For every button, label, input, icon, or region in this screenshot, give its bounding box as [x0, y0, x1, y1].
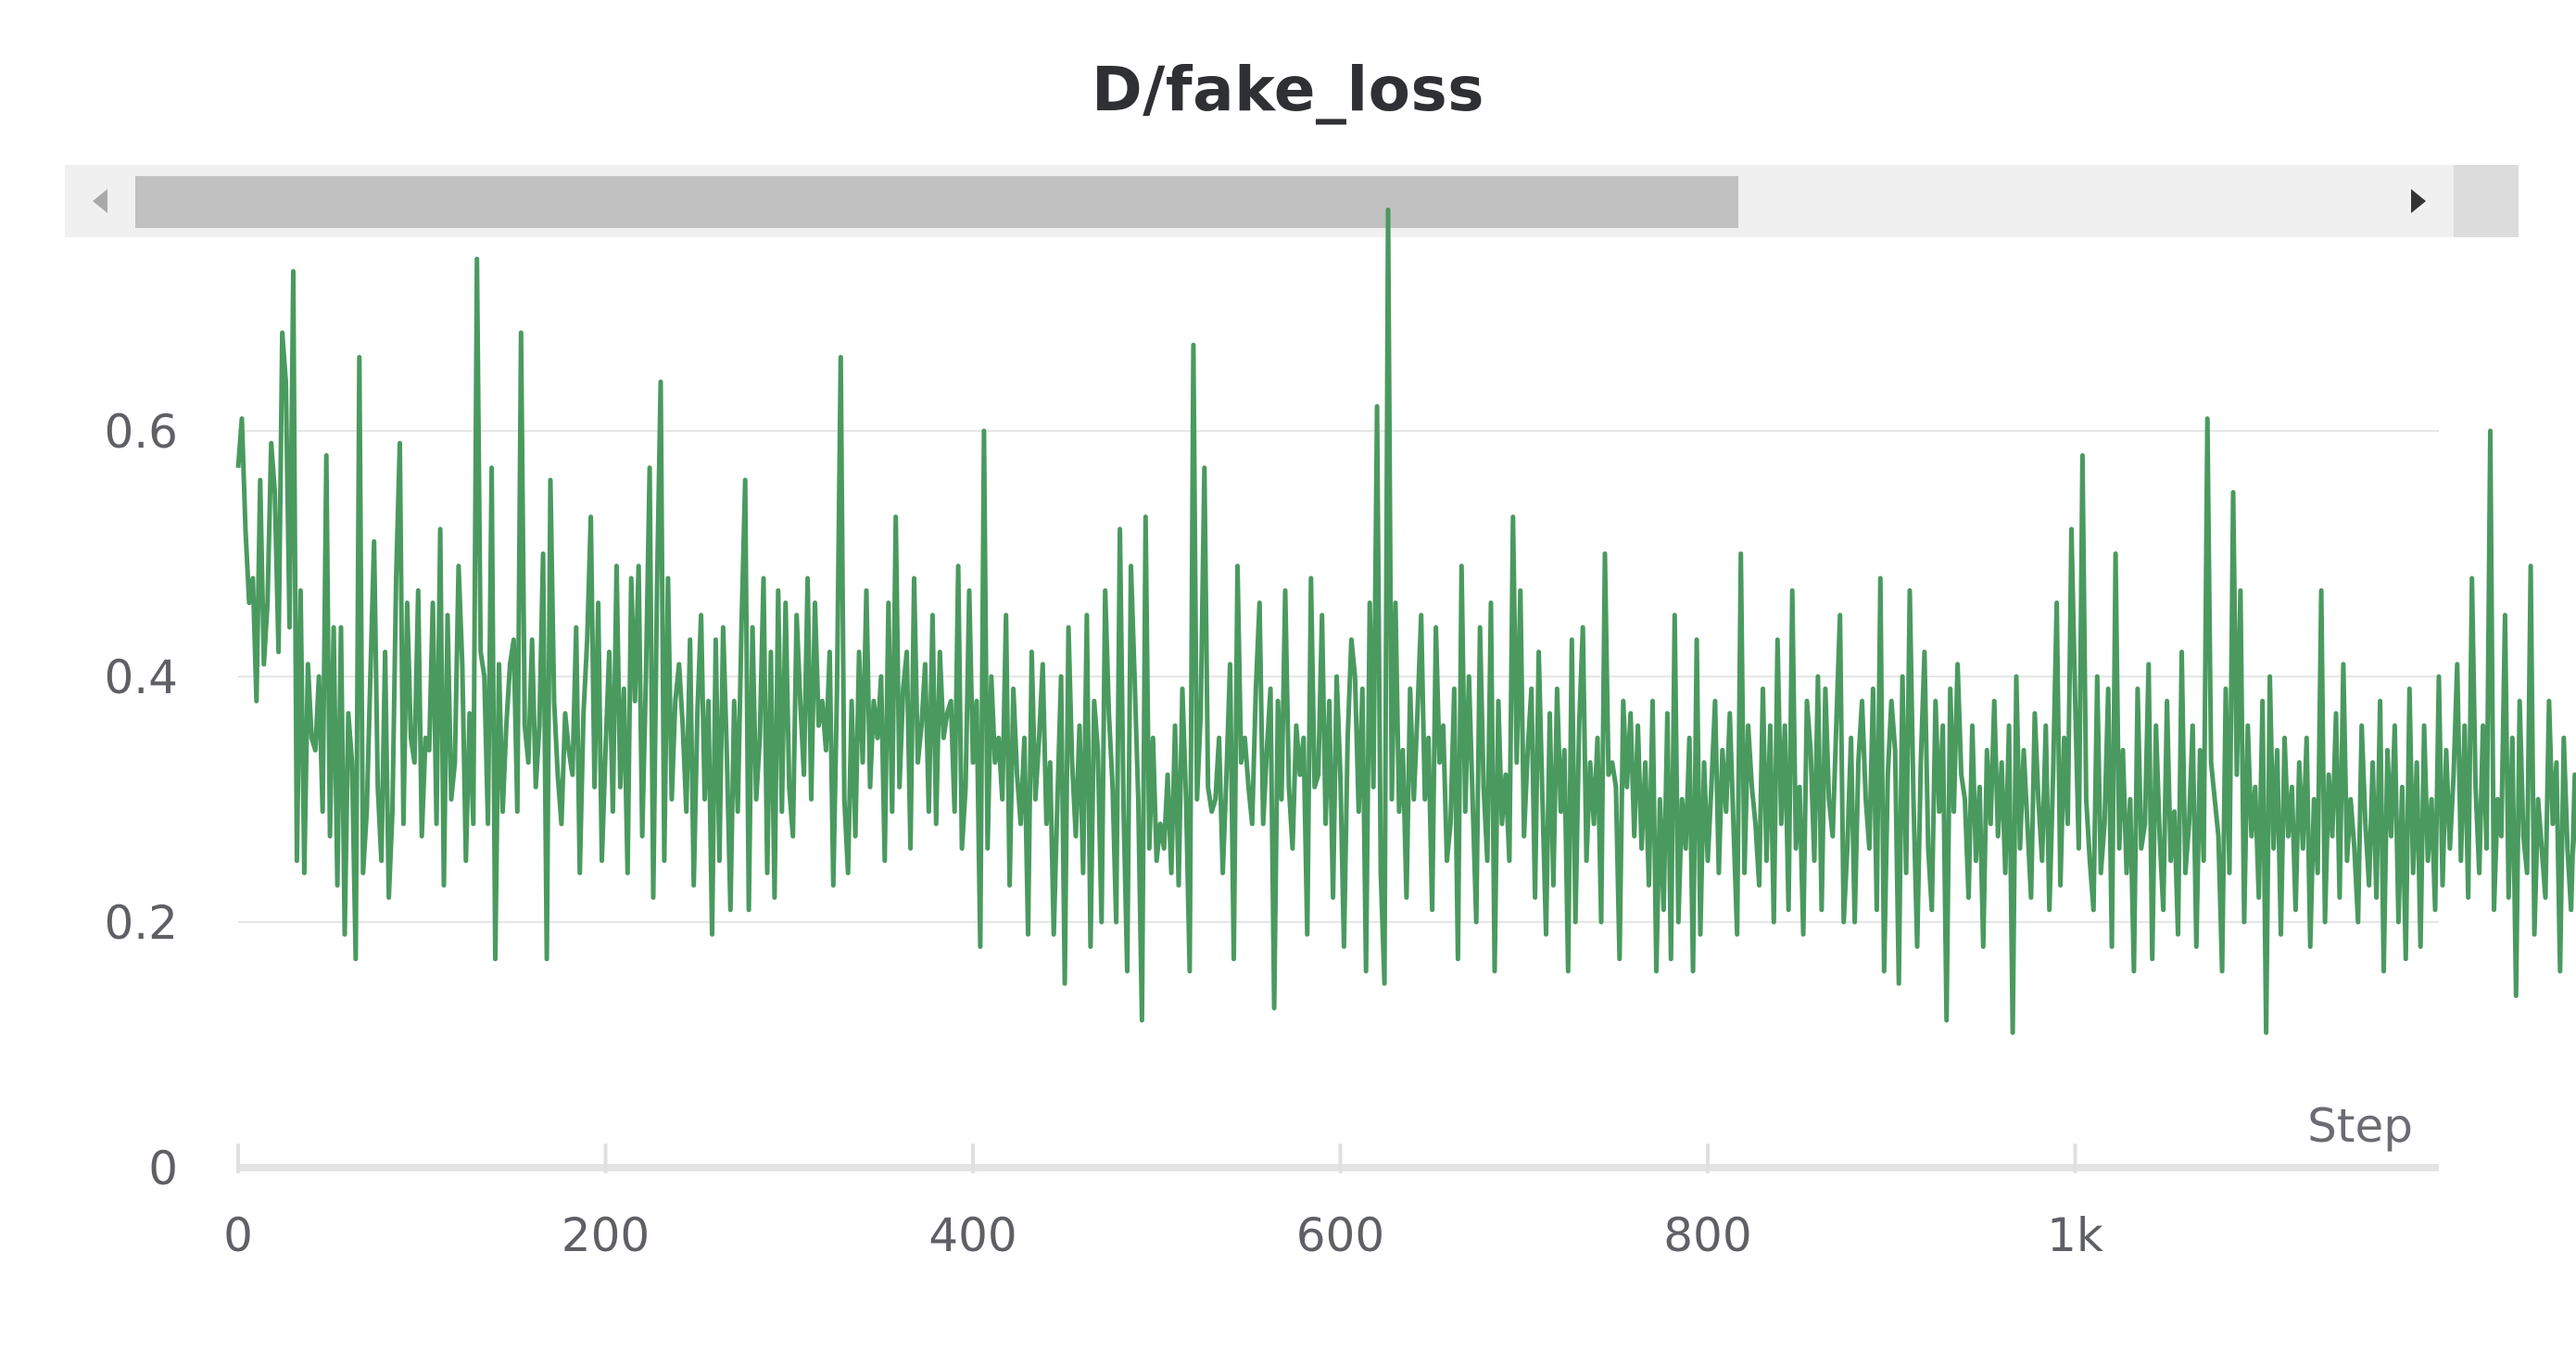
- chart-title: D/fake_loss: [1091, 54, 1485, 125]
- scroll-thumb[interactable]: [135, 176, 1738, 228]
- scroll-left-arrow-icon[interactable]: [65, 165, 133, 237]
- series-layer: [235, 208, 2576, 1035]
- y-tick-label: 0.6: [104, 405, 178, 459]
- y-tick-label: 0: [148, 1142, 178, 1195]
- y-tick-label: 0.4: [104, 651, 178, 704]
- x-tick-label: 800: [1663, 1208, 1751, 1262]
- x-axis: 0 200 400 600 800 1k: [223, 1144, 2439, 1262]
- x-tick-label: 0: [223, 1208, 253, 1262]
- x-tick-label: 200: [562, 1208, 650, 1262]
- scroll-corner: [2454, 165, 2519, 237]
- series-line: [235, 208, 2576, 1035]
- x-axis-label: Step: [2307, 1099, 2413, 1153]
- y-tick-label: 0.2: [104, 896, 178, 950]
- x-tick-label: 400: [928, 1208, 1017, 1262]
- scroll-right-arrow-icon[interactable]: [2385, 165, 2454, 237]
- y-axis: 0 0.2 0.4 0.6: [104, 405, 178, 1195]
- x-tick-label: 1k: [2047, 1208, 2103, 1262]
- x-tick-label: 600: [1296, 1208, 1384, 1262]
- horizontal-scrollbar[interactable]: [65, 165, 2519, 237]
